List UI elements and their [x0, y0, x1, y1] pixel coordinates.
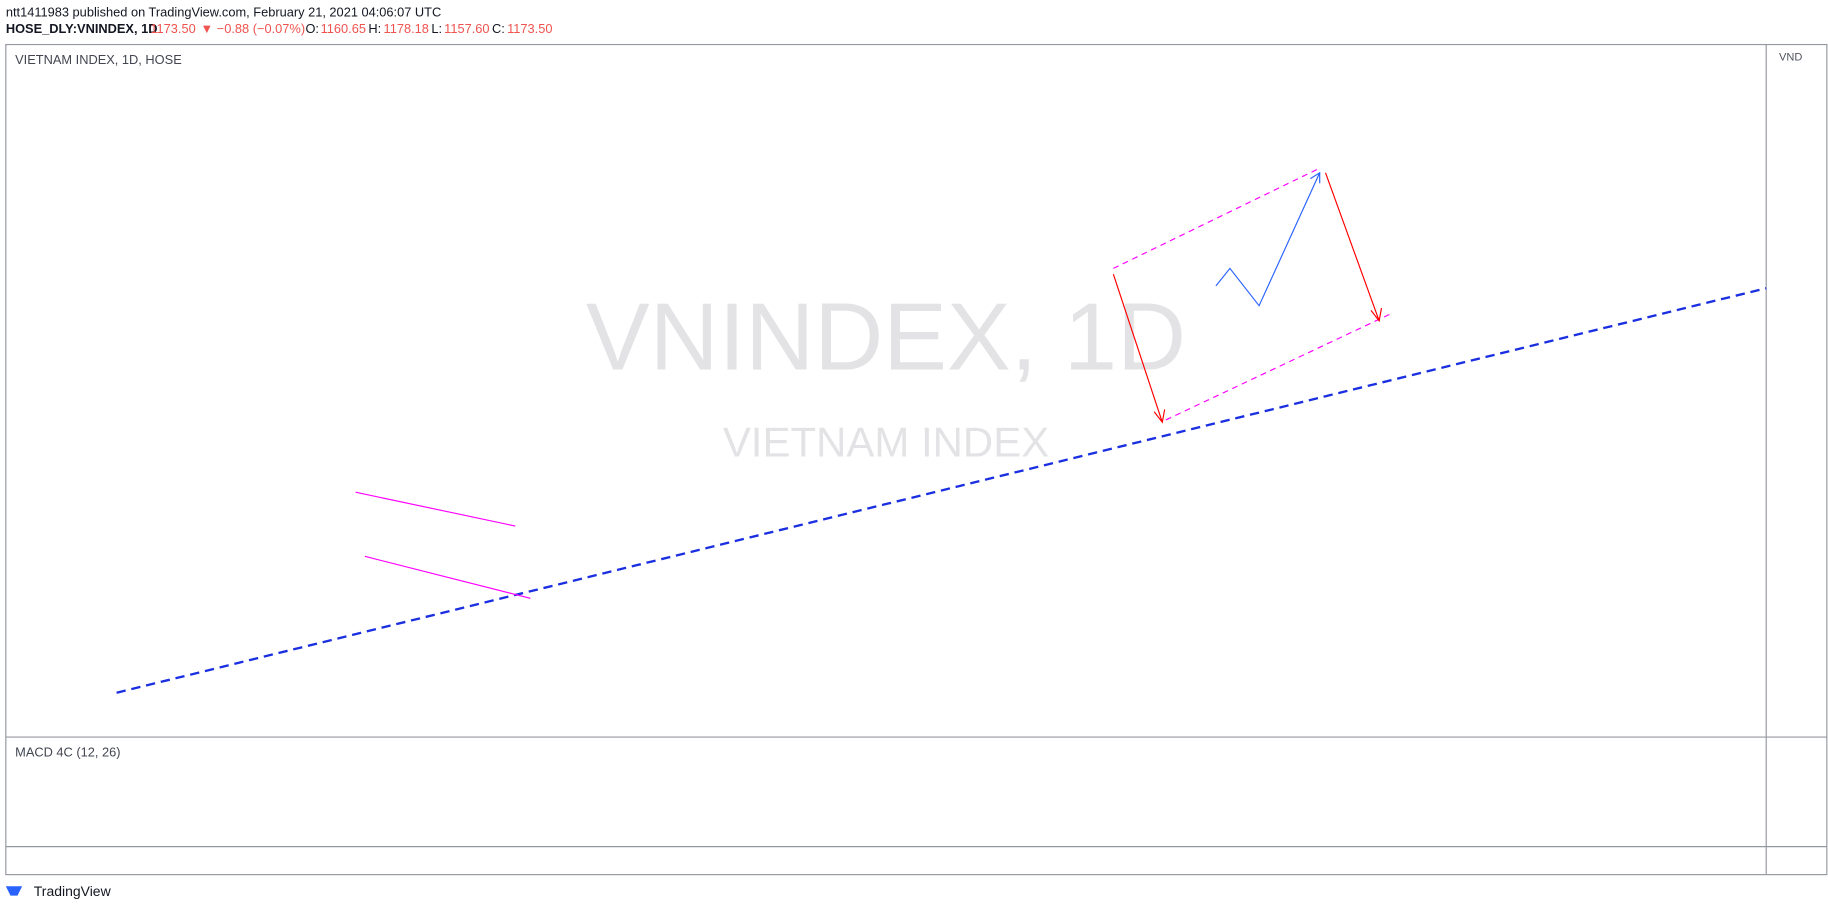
close: 1173.50	[507, 21, 552, 36]
trend-line	[116, 287, 1767, 694]
drawings	[116, 168, 1767, 694]
frame	[5, 43, 1828, 876]
low: 1157.60	[444, 21, 489, 36]
open: 1160.65	[321, 21, 366, 36]
channel-line	[364, 555, 531, 599]
projection	[1215, 171, 1321, 307]
low-label: L:	[431, 21, 442, 36]
symbol: HOSE_DLY:VNINDEX, 1D	[6, 21, 158, 36]
arrow	[1324, 172, 1383, 323]
close-label: C:	[492, 21, 505, 36]
high: 1178.18	[384, 21, 429, 36]
arrow	[1112, 274, 1166, 424]
channel-line	[1113, 168, 1318, 269]
watermark: VNINDEX, 1D	[586, 283, 1186, 390]
footer: TradingView	[34, 883, 112, 899]
change: ▼ −0.88 (−0.07%)	[201, 21, 306, 36]
channel-line	[355, 491, 516, 527]
channel-line	[1165, 312, 1394, 421]
publisher: ntt1411983 published on TradingView.com,…	[6, 4, 441, 19]
macd-title: MACD 4C (12, 26)	[15, 745, 120, 760]
symbol-bar: HOSE_DLY:VNINDEX, 1D 1173.50 ▼ −0.88 (−0…	[6, 21, 553, 36]
high-label: H:	[368, 21, 381, 36]
logo	[5, 886, 23, 896]
pane-title: VIETNAM INDEX, 1D, HOSE	[15, 52, 182, 67]
open-label: O:	[305, 21, 319, 36]
currency: VND	[1779, 51, 1802, 63]
watermark-sub: VIETNAM INDEX	[723, 419, 1049, 466]
last: 1173.50	[150, 21, 195, 36]
